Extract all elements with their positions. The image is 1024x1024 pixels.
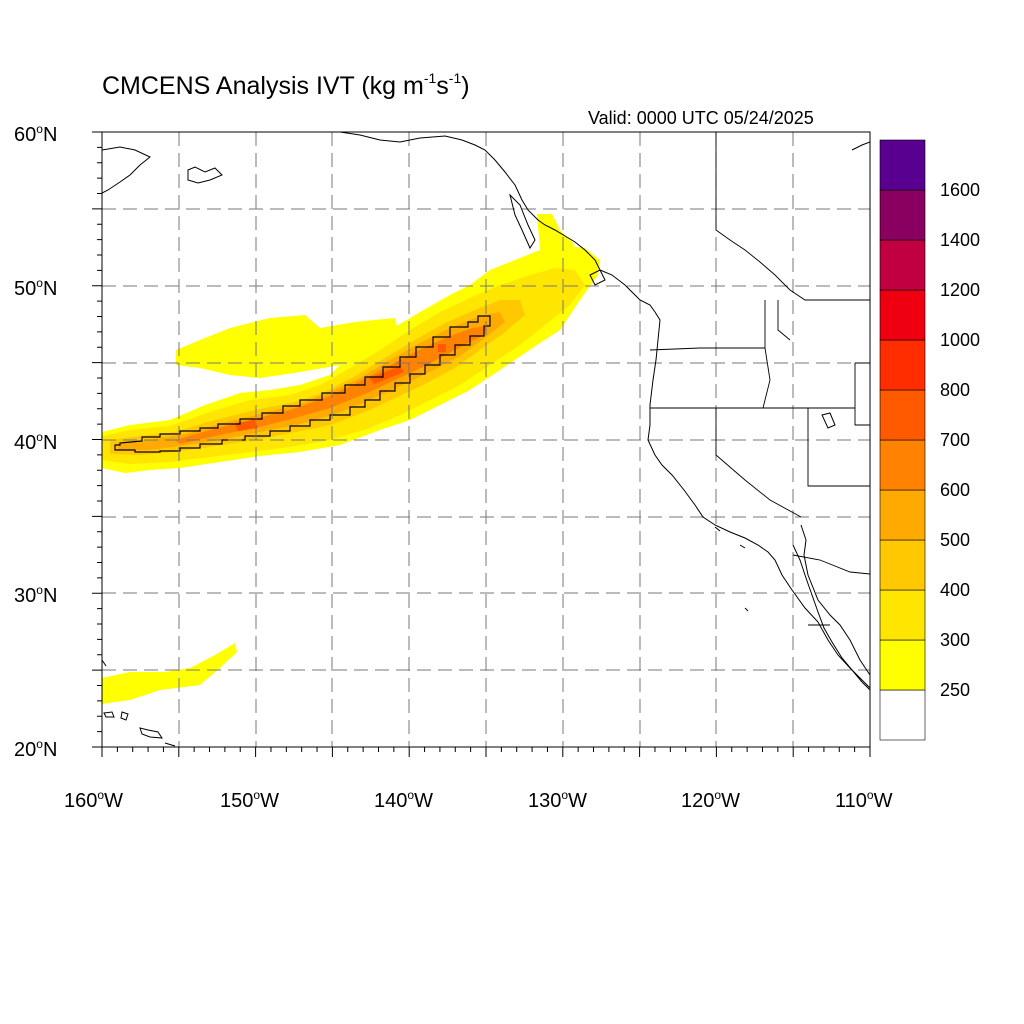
colorbar-swatch (879, 189, 926, 241)
ivt-250-band (537, 214, 575, 252)
map-title: CMCENS Analysis IVT (kg m-1s-1) (102, 70, 470, 100)
colorbar-label: 250 (940, 680, 971, 700)
ivt-contour-line (114, 315, 491, 453)
colorbar-label: 800 (940, 380, 971, 400)
colorbar-label: 1600 (940, 180, 981, 200)
ivt-250-band (102, 643, 237, 704)
axis-ticks (92, 131, 871, 757)
colorbar (879, 139, 926, 741)
grid-lines (102, 132, 870, 747)
ivt-500-band (118, 312, 505, 450)
colorbar-swatch (879, 689, 926, 741)
political-boundaries (649, 132, 870, 626)
colorbar-label: 600 (940, 480, 971, 500)
colorbar-swatch (879, 539, 926, 591)
colorbar-label: 300 (940, 630, 971, 650)
coastlines (102, 132, 870, 747)
colorbar-swatch (879, 489, 926, 541)
lon-label: 110oW (835, 788, 893, 812)
colorbar-swatch (879, 439, 926, 491)
ivt-400-band (110, 300, 525, 455)
colorbar-swatch (879, 289, 926, 341)
colorbar-label: 400 (940, 580, 971, 600)
ivt-shading (102, 214, 600, 704)
ivt-700-band (438, 344, 446, 352)
valid-time-label: Valid: 0000 UTC 05/24/2025 (588, 108, 814, 128)
colorbar-swatch (879, 339, 926, 391)
colorbar-label: 500 (940, 530, 971, 550)
lon-label: 140oW (374, 788, 433, 812)
lat-label: 40oN (14, 430, 58, 454)
ivt-700-band (370, 366, 404, 384)
ivt-600-band (175, 326, 488, 444)
colorbar-label: 1200 (940, 280, 981, 300)
colorbar-swatch (879, 239, 926, 291)
lat-label: 30oN (14, 583, 58, 607)
colorbar-swatch (879, 389, 926, 441)
lat-label: 60oN (14, 122, 58, 146)
lon-label: 120oW (681, 788, 740, 812)
lat-label: 50oN (14, 276, 58, 300)
ivt-250-band (176, 315, 400, 378)
lon-label: 160oW (64, 788, 123, 812)
colorbar-label: 1400 (940, 230, 981, 250)
lat-label: 20oN (14, 737, 58, 761)
lon-label: 130oW (528, 788, 587, 812)
lon-label: 150oW (220, 788, 279, 812)
colorbar-label: 1000 (940, 330, 981, 350)
ivt-700-band (235, 420, 258, 431)
colorbar-swatch (879, 639, 926, 691)
colorbar-swatch (879, 139, 926, 191)
colorbar-swatch (879, 589, 926, 641)
colorbar-label: 700 (940, 430, 971, 450)
